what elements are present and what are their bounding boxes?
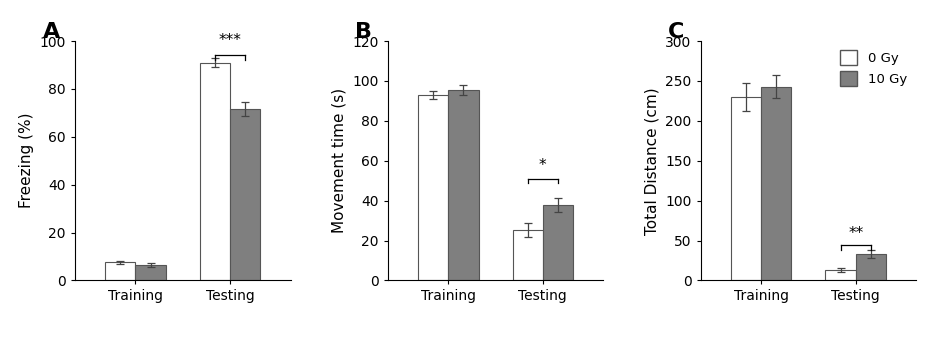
- Y-axis label: Freezing (%): Freezing (%): [19, 113, 34, 209]
- Text: ***: ***: [219, 33, 241, 48]
- Bar: [856, 254, 886, 280]
- Y-axis label: Total Distance (cm): Total Distance (cm): [644, 87, 659, 235]
- Bar: [136, 265, 165, 280]
- Bar: [418, 95, 448, 280]
- Bar: [761, 87, 791, 280]
- Bar: [731, 97, 761, 280]
- Bar: [230, 109, 260, 280]
- Text: B: B: [355, 22, 372, 42]
- Text: A: A: [42, 22, 60, 42]
- Bar: [448, 90, 479, 280]
- Bar: [543, 205, 573, 280]
- Legend: 0 Gy, 10 Gy: 0 Gy, 10 Gy: [838, 48, 910, 89]
- Text: **: **: [848, 225, 863, 240]
- Text: C: C: [669, 22, 684, 42]
- Text: *: *: [539, 158, 547, 173]
- Bar: [512, 229, 543, 280]
- Bar: [826, 270, 856, 280]
- Bar: [200, 63, 230, 280]
- Y-axis label: Movement time (s): Movement time (s): [332, 88, 347, 233]
- Bar: [105, 263, 136, 280]
